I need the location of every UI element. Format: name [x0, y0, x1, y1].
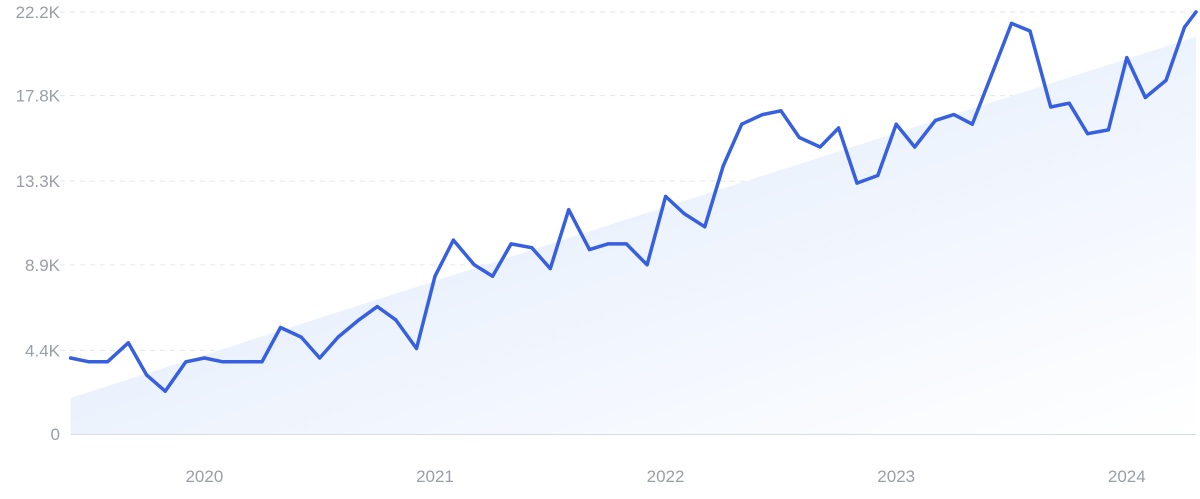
data-point [894, 122, 898, 126]
x-tick-label: 2020 [185, 467, 223, 486]
data-point [952, 113, 956, 117]
data-point [260, 360, 264, 364]
y-tick-label: 4.4K [25, 341, 61, 360]
data-point [202, 356, 206, 360]
data-point [721, 164, 725, 168]
y-tick-label: 22.2K [16, 3, 61, 22]
data-point [876, 173, 880, 178]
data-point [278, 325, 283, 330]
x-tick-label: 2021 [416, 467, 454, 486]
y-axis-labels: 0 4.4K 8.9K 13.3K 17.8K 22.2K [16, 3, 61, 444]
data-point [221, 360, 225, 364]
data-point [855, 181, 859, 185]
data-point [1009, 21, 1014, 25]
data-point [1143, 95, 1147, 100]
data-point [491, 274, 495, 278]
data-point [818, 145, 822, 149]
data-point [530, 246, 534, 250]
data-point [1067, 101, 1071, 105]
trend-area [70, 36, 1196, 435]
data-point [913, 145, 917, 149]
data-point [1194, 10, 1198, 14]
data-point [163, 389, 167, 393]
data-point [242, 360, 246, 364]
data-point [664, 194, 668, 198]
data-point [509, 242, 513, 246]
data-point [703, 225, 707, 229]
series-line [68, 10, 1198, 393]
data-point [336, 335, 340, 339]
data-point [682, 211, 686, 216]
data-point [87, 360, 91, 364]
data-point [1182, 25, 1187, 29]
data-point [357, 318, 361, 322]
data-point [126, 341, 130, 345]
data-point [414, 346, 419, 351]
x-tick-label: 2023 [877, 467, 915, 486]
data-line [68, 10, 1198, 393]
data-point [624, 242, 629, 246]
data-point [105, 360, 110, 364]
data-point [587, 248, 592, 252]
data-point [837, 126, 841, 130]
data-point [1028, 29, 1032, 33]
data-point [970, 122, 974, 126]
data-point [760, 113, 765, 117]
data-point [318, 356, 322, 360]
y-tick-label: 0 [51, 425, 60, 444]
data-point [645, 263, 649, 267]
data-point [740, 122, 744, 126]
data-point [991, 69, 995, 73]
data-point [1049, 105, 1053, 109]
data-point [1106, 128, 1110, 132]
data-point [797, 135, 801, 140]
data-point [394, 318, 398, 322]
data-point [1086, 132, 1090, 136]
data-point [1164, 78, 1168, 82]
data-point [433, 274, 437, 278]
trend-area-fill [70, 36, 1196, 435]
data-point [548, 267, 552, 271]
data-point [184, 360, 188, 364]
y-tick-label: 8.9K [25, 256, 61, 275]
data-point [299, 335, 303, 339]
data-point [1125, 56, 1129, 60]
y-tick-label: 13.3K [16, 172, 61, 191]
data-point [472, 263, 476, 267]
data-point [567, 208, 571, 212]
x-axis-labels: 2020 2021 2022 2023 2024 [185, 467, 1145, 486]
data-point [69, 356, 73, 360]
data-point [451, 238, 455, 242]
data-point [145, 373, 149, 377]
data-point [375, 305, 379, 309]
x-tick-label: 2024 [1108, 467, 1146, 486]
data-point [933, 118, 938, 122]
data-point [606, 242, 610, 246]
data-point [779, 109, 783, 113]
y-tick-label: 17.8K [16, 87, 61, 106]
x-tick-label: 2022 [647, 467, 685, 486]
